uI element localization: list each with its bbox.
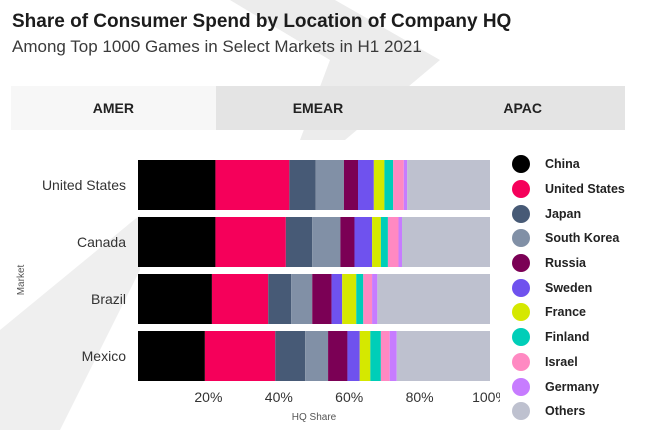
legend-swatch xyxy=(512,278,530,297)
bar-segment-mexico-russia xyxy=(328,331,348,381)
bar-segment-brazil-japan xyxy=(268,274,292,324)
bar-segment-brazil-russia xyxy=(312,274,332,324)
legend-item-israel: Israel xyxy=(512,350,625,375)
legend-label: United States xyxy=(545,182,625,197)
chart-title: Share of Consumer Spend by Location of C… xyxy=(12,11,512,32)
legend-item-france: France xyxy=(512,300,625,325)
legend-swatch xyxy=(512,229,530,248)
category-label-brazil: Brazil xyxy=(91,291,126,307)
bar-segment-mexico-germany xyxy=(389,331,397,381)
x-tick-label: 40% xyxy=(265,389,293,405)
tab-apac[interactable]: APAC xyxy=(503,100,542,116)
legend-label: Russia xyxy=(545,256,586,271)
legend-item-others: Others xyxy=(512,399,625,424)
bar-segment-brazil-france xyxy=(342,274,357,324)
legend-label: Japan xyxy=(545,206,582,221)
bar-segment-united-states-united-states xyxy=(215,160,290,210)
stacked-bar-chart: United States Canada Brazil Mexico 20% 40% 60%… xyxy=(16,160,500,423)
bar-segment-brazil-china xyxy=(138,274,212,324)
category-label-united-states: United States xyxy=(42,177,126,193)
legend-label: Finland xyxy=(545,330,590,345)
legend-item-china: China xyxy=(512,152,625,177)
bar-segment-mexico-japan xyxy=(275,331,306,381)
legend-label: France xyxy=(545,305,586,320)
bar-segment-united-states-finland xyxy=(384,160,394,210)
category-label-mexico: Mexico xyxy=(82,348,127,364)
bar-segment-united-states-israel xyxy=(393,160,404,210)
legend-label: Others xyxy=(545,404,586,419)
legend-label: Sweden xyxy=(545,280,593,295)
bar-segment-canada-others xyxy=(402,217,490,267)
legend-item-sweden: Sweden xyxy=(512,275,625,300)
bar-segment-canada-japan xyxy=(285,217,313,267)
bar-segment-canada-finland xyxy=(380,217,388,267)
bar-segment-canada-russia xyxy=(340,217,355,267)
bar-segment-canada-germany xyxy=(398,217,402,267)
chart-legend: China United States Japan South Korea Russia… xyxy=(512,152,625,424)
bar-segment-united-states-japan xyxy=(289,160,316,210)
bar-segment-united-states-china xyxy=(138,160,216,210)
legend-label: Germany xyxy=(545,379,600,394)
legend-swatch xyxy=(512,402,530,421)
bar-segment-canada-south-korea xyxy=(312,217,341,267)
x-axis-title: HQ Share xyxy=(292,412,337,423)
tab-emear[interactable]: EMEAR xyxy=(292,100,344,116)
bar-segment-brazil-others xyxy=(377,274,490,324)
legend-label: Israel xyxy=(545,354,578,369)
tab-amer[interactable]: AMER xyxy=(11,86,216,130)
bar-segment-mexico-china xyxy=(138,331,205,381)
x-tick-label: 80% xyxy=(406,389,434,405)
bar-segment-mexico-united-states xyxy=(204,331,276,381)
legend-item-russia: Russia xyxy=(512,251,625,276)
bar-segment-mexico-sweden xyxy=(347,331,360,381)
legend-swatch xyxy=(512,377,530,396)
region-tabs: AMER EMEAR APAC xyxy=(11,86,625,130)
bar-segment-united-states-germany xyxy=(403,160,408,210)
legend-label: China xyxy=(545,157,580,172)
legend-item-germany: Germany xyxy=(512,374,625,399)
legend-item-finland: Finland xyxy=(512,325,625,350)
bar-segment-united-states-sweden xyxy=(358,160,374,210)
bar-segment-brazil-united-states xyxy=(211,274,269,324)
bar-segment-brazil-finland xyxy=(356,274,364,324)
bar-segment-united-states-france xyxy=(373,160,385,210)
legend-item-japan: Japan xyxy=(512,201,625,226)
bar-segment-canada-sweden xyxy=(354,217,373,267)
legend-swatch xyxy=(512,328,530,347)
bar-segment-canada-united-states xyxy=(215,217,286,267)
bar-segment-mexico-france xyxy=(359,331,371,381)
legend-item-south-korea: South Korea xyxy=(512,226,625,251)
legend-swatch xyxy=(512,352,530,371)
legend-label: South Korea xyxy=(545,231,620,246)
bar-segment-canada-france xyxy=(372,217,381,267)
legend-swatch xyxy=(512,204,530,223)
bar-segment-united-states-others xyxy=(407,160,490,210)
bar-segment-brazil-germany xyxy=(372,274,378,324)
bar-segment-canada-israel xyxy=(387,217,399,267)
chart-subtitle: Among Top 1000 Games in Select Markets i… xyxy=(12,37,422,56)
legend-swatch xyxy=(512,254,530,273)
category-label-canada: Canada xyxy=(77,234,126,250)
y-axis-title: Market xyxy=(16,264,27,295)
bar-segment-brazil-israel xyxy=(363,274,373,324)
bar-segment-mexico-israel xyxy=(380,331,390,381)
x-tick-label: 100% xyxy=(472,389,500,405)
bar-segment-mexico-others xyxy=(396,331,490,381)
legend-item-united-states: United States xyxy=(512,177,625,202)
bar-segment-brazil-sweden xyxy=(331,274,343,324)
x-tick-label: 20% xyxy=(194,389,222,405)
bar-segment-brazil-south-korea xyxy=(291,274,313,324)
bar-segment-mexico-finland xyxy=(370,331,381,381)
x-tick-label: 60% xyxy=(335,389,363,405)
legend-swatch xyxy=(512,155,530,174)
bar-segment-mexico-south-korea xyxy=(305,331,329,381)
legend-swatch xyxy=(512,180,530,199)
bar-segment-united-states-russia xyxy=(343,160,358,210)
bar-segment-canada-china xyxy=(138,217,216,267)
bar-segment-united-states-south-korea xyxy=(315,160,344,210)
legend-swatch xyxy=(512,303,530,322)
